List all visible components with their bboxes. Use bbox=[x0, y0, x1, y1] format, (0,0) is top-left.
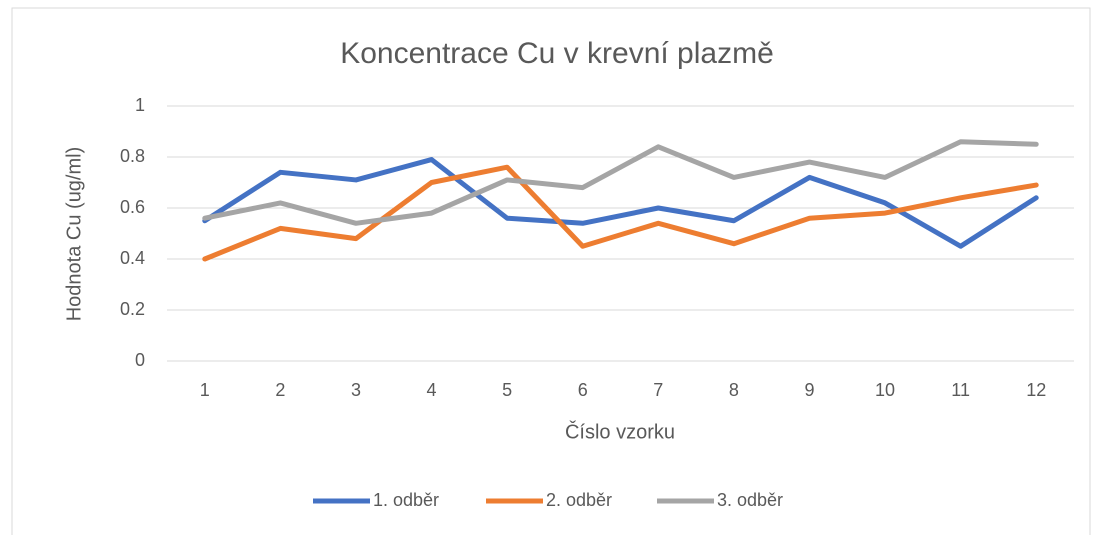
series-line bbox=[202, 139, 1039, 226]
x-tick-label: 7 bbox=[653, 380, 663, 400]
y-axis-label: Hodnota Cu (ug/ml) bbox=[63, 147, 85, 322]
y-tick-label: 0.2 bbox=[120, 299, 145, 319]
legend-label: 2. odběr bbox=[546, 490, 612, 510]
x-tick-label: 2 bbox=[275, 380, 285, 400]
x-tick-label: 8 bbox=[729, 380, 739, 400]
x-tick-label: 3 bbox=[351, 380, 361, 400]
y-tick-label: 0.8 bbox=[120, 146, 145, 166]
x-tick-label: 11 bbox=[951, 380, 970, 400]
x-tick-label: 1 bbox=[200, 380, 210, 400]
y-tick-label: 0 bbox=[135, 350, 145, 370]
x-tick-label: 6 bbox=[578, 380, 588, 400]
x-tick-label: 12 bbox=[1026, 380, 1046, 400]
x-axis-label: Číslo vzorku bbox=[565, 420, 675, 443]
chart-title: Koncentrace Cu v krevní plazmě bbox=[340, 37, 774, 70]
y-tick-label: 0.6 bbox=[120, 197, 145, 217]
legend-label: 3. odběr bbox=[717, 490, 783, 510]
series-line bbox=[202, 164, 1039, 262]
x-tick-label: 9 bbox=[804, 380, 814, 400]
x-tick-label: 4 bbox=[427, 380, 437, 400]
legend-label: 1. odběr bbox=[373, 490, 439, 510]
chart-frame bbox=[11, 7, 1091, 535]
x-tick-label: 10 bbox=[875, 380, 895, 400]
x-tick-label: 5 bbox=[502, 380, 512, 400]
y-tick-label: 1 bbox=[135, 95, 145, 115]
y-tick-label: 0.4 bbox=[120, 248, 145, 268]
